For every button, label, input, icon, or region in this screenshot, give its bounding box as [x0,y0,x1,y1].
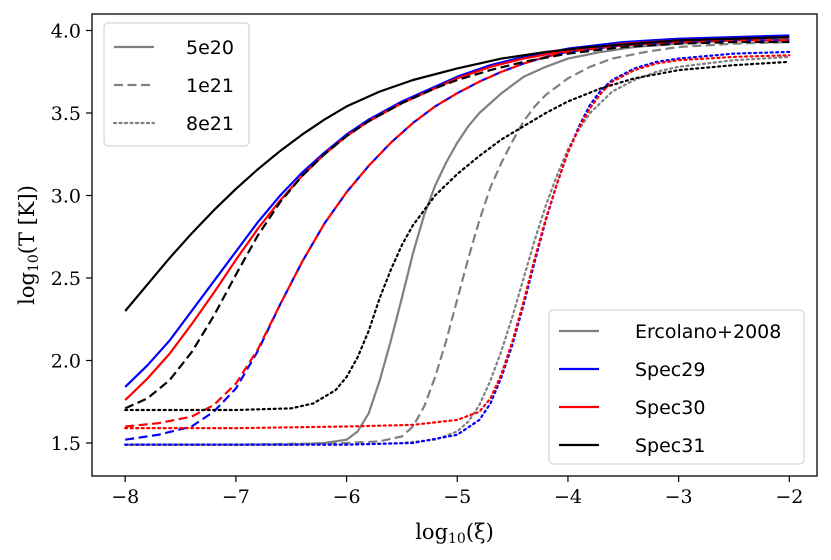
series-line-spec31-5e20 [124,36,790,312]
y-axis-label-base: log [15,272,39,305]
x-axis-label-base: log [415,520,448,544]
legend-label: Spec29 [635,359,705,381]
y-axis-label-sub: 10 [26,254,42,272]
series-line-spec29-5e20 [124,34,790,388]
series-line-spec31-1e21 [124,40,790,410]
legend-styles-box [103,22,250,147]
legend-label: 8e21 [186,113,234,135]
y-tick-label: 4.0 [51,21,81,43]
series-line-ercolano-2008-1e21 [125,40,790,446]
y-axis-label: log10(T [K]) [15,185,42,305]
y-tick-label: 3.0 [51,186,81,208]
x-tick-label: −3 [665,486,693,508]
legend-label: Ercolano+2008 [635,321,781,343]
legend-label: 1e21 [186,75,234,97]
y-tick-label: 2.5 [51,268,81,290]
series-layer [124,34,791,446]
x-tick-label: −8 [111,486,139,508]
legend-label: 5e20 [186,37,234,59]
plot-frame [91,13,818,477]
x-axis-label-sub: 10 [448,531,466,547]
x-tick-label: −4 [554,486,582,508]
legend-models-box [548,309,805,465]
series-line-spec30-8e21 [124,54,791,430]
series-line-spec31-8e21 [124,60,791,412]
x-axis-label: log10(ξ) [415,520,494,547]
x-tick-label: −6 [333,486,361,508]
x-tick-label: −5 [443,486,471,508]
x-axis-label-arg: (ξ) [466,520,494,544]
y-tick-label: 2.0 [51,351,81,373]
y-tick-label: 1.5 [51,433,81,455]
legend-line-styles: 5e20 1e21 8e21 [103,22,250,147]
series-line-ercolano-2008-5e20 [125,37,790,446]
x-tick-label: −2 [775,486,803,508]
series-line-spec30-1e21 [125,39,790,428]
y-tick-label: 3.5 [51,103,81,125]
legend-label: Spec30 [635,397,705,419]
legend-models: Ercolano+2008 Spec29 Spec30 Spec31 [548,309,805,465]
y-axis-label-arg: (T [K]) [15,185,39,254]
legend-label: Spec31 [635,435,705,457]
x-tick-label: −7 [222,486,250,508]
ticks-layer: −8 −7 −6 −5 −4 −3 −2 1.5 2.0 2.5 3.0 3.5 4.0 [51,21,804,509]
